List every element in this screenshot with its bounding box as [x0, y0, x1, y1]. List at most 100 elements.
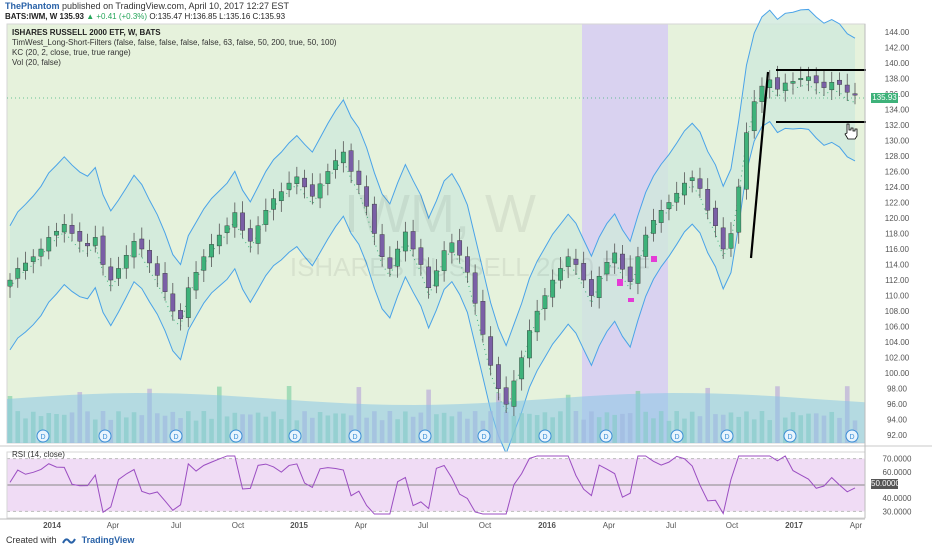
- candle-body: [565, 256, 571, 267]
- dividend-letter: D: [787, 434, 792, 441]
- dividend-marker: D: [169, 429, 183, 443]
- rsi-legend[interactable]: RSI (14, close): [12, 450, 65, 459]
- candle-body: [224, 225, 230, 233]
- time-tick-label: 2015: [290, 521, 308, 530]
- time-tick-label: Oct: [726, 521, 739, 530]
- price-axis: 144.00142.00140.00138.00136.00134.00132.…: [864, 24, 912, 518]
- price-tick-label: 130.00: [885, 136, 910, 145]
- volume-bars: [7, 386, 865, 443]
- dividend-letter: D: [292, 434, 297, 441]
- dividend-circle: [98, 429, 112, 443]
- publish-info: published on TradingView.com, April 10, …: [62, 1, 290, 11]
- dividend-circle: [538, 429, 552, 443]
- candle-body: [395, 248, 401, 267]
- candle-body: [813, 75, 819, 84]
- candle-body: [720, 227, 726, 250]
- candle-body: [333, 160, 338, 170]
- candle-body: [271, 198, 276, 210]
- symbol-name[interactable]: BATS:IWM, W: [5, 12, 58, 21]
- legend-indicator-vol[interactable]: Vol (20, false): [12, 58, 61, 67]
- candle-body: [604, 262, 610, 275]
- candle-body: [185, 287, 191, 318]
- candle-body: [589, 279, 594, 296]
- time-tick-label: Apr: [355, 521, 368, 530]
- candle-body: [581, 263, 587, 281]
- dividend-letter: D: [674, 434, 679, 441]
- candle-body: [123, 255, 129, 269]
- time-tick-label: Oct: [232, 521, 245, 530]
- candle-body: [100, 235, 106, 265]
- candle-body: [46, 237, 52, 252]
- candle-body: [139, 238, 145, 250]
- footer: Created with TradingView: [6, 535, 134, 545]
- candle-body: [620, 253, 625, 270]
- dividend-circle: [36, 429, 50, 443]
- candle-body: [674, 192, 680, 203]
- price-tick-label: 118.00: [885, 230, 909, 239]
- candle-body: [154, 263, 160, 276]
- candle-body: [201, 256, 207, 271]
- candle-body: [612, 252, 618, 264]
- last-price: 135.93: [59, 12, 84, 21]
- candle-body: [426, 266, 432, 289]
- dividend-letter: D: [542, 434, 547, 441]
- dividend-circle: [720, 429, 734, 443]
- price-tick-label: 110.00: [885, 292, 909, 301]
- candle-body: [472, 272, 478, 304]
- candle-body: [775, 77, 780, 90]
- candle-body: [15, 268, 21, 279]
- dividend-circle: [229, 429, 243, 443]
- candle-body: [464, 256, 470, 273]
- tradingview-brand[interactable]: TradingView: [81, 535, 135, 545]
- price-tick-label: 114.00: [885, 261, 909, 270]
- dividend-circle: [670, 429, 684, 443]
- candle-body: [255, 225, 261, 244]
- price-tick-label: 102.00: [885, 354, 910, 363]
- candle-body: [309, 184, 315, 197]
- legend-indicator-kc[interactable]: KC (20, 2, close, true, true range): [12, 48, 131, 57]
- time-tick-label: 2014: [43, 521, 61, 530]
- price-tick-label: 132.00: [885, 121, 910, 130]
- time-tick-label: Apr: [107, 521, 120, 530]
- candle-body: [449, 242, 455, 253]
- candle-body: [821, 81, 827, 88]
- candle-body: [364, 186, 370, 207]
- candle-body: [38, 248, 44, 257]
- candle-body: [356, 170, 362, 185]
- time-axis: 2014 Apr Jul Oct 2015 Apr Jul Oct 2016 Apr Jul Oct 2…: [0, 518, 865, 530]
- candle-body: [527, 330, 532, 359]
- time-tick-label: Jul: [171, 521, 181, 530]
- candle-body: [379, 234, 385, 257]
- legend-title[interactable]: ISHARES RUSSELL 2000 ETF, W, BATS: [12, 28, 161, 37]
- rsi-tick-label: 30.0000: [883, 507, 912, 516]
- candle-body: [511, 380, 517, 407]
- dividend-marker: D: [288, 429, 302, 443]
- dividend-letter: D: [481, 434, 486, 441]
- candle-body: [682, 182, 687, 196]
- candle-body: [798, 78, 804, 81]
- dividend-marker: D: [229, 429, 243, 443]
- candle-body: [519, 357, 525, 380]
- candle-body: [23, 262, 28, 271]
- candle-body: [713, 207, 718, 226]
- time-tick-label: Jul: [418, 521, 428, 530]
- legend-indicator-filters[interactable]: TimWest_Long-Short-Filters (false, false…: [12, 38, 337, 47]
- candle-body: [573, 258, 579, 265]
- candle-body: [558, 268, 563, 281]
- candle-body: [627, 266, 633, 282]
- price-tick-label: 120.00: [885, 214, 910, 223]
- candle-body: [697, 178, 703, 189]
- keltner-lower: [9, 120, 856, 455]
- tradingview-logo-icon: [62, 538, 76, 544]
- open-value: O:135.47: [149, 12, 183, 21]
- vertical-trend-line: [749, 71, 770, 259]
- dividend-letter: D: [233, 434, 238, 441]
- close-value: C:135.93: [252, 12, 286, 21]
- candle-body: [286, 182, 292, 190]
- candle-body: [162, 273, 168, 292]
- candle-body: [147, 250, 152, 264]
- price-tick-label: 142.00: [885, 43, 910, 52]
- author-link[interactable]: ThePhantom: [5, 1, 60, 11]
- drawings: [7, 69, 866, 259]
